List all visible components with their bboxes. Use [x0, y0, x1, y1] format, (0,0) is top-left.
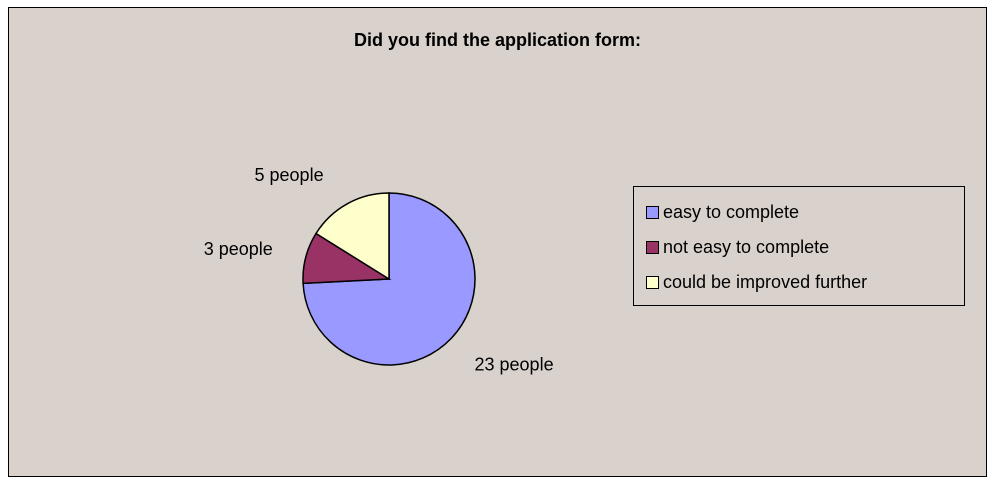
chart-area: Did you find the application form: 23 pe… — [8, 7, 987, 477]
legend-label-could-be-improved-further: could be improved further — [663, 272, 868, 292]
legend: easy to complete not easy to complete co… — [633, 186, 965, 306]
data-label-could-be-improved-further: 5 people — [255, 165, 324, 185]
legend-item-not-easy-to-complete: not easy to complete — [646, 237, 829, 258]
legend-swatch-could-be-improved-further — [646, 276, 659, 289]
pie-slice-could-be-improved-further — [314, 192, 390, 281]
legend-label-easy-to-complete: easy to complete — [663, 202, 800, 222]
legend-item-easy-to-complete: easy to complete — [646, 202, 799, 223]
legend-label-not-easy-to-complete: not easy to complete — [663, 237, 830, 257]
legend-item-could-be-improved-further: could be improved further — [646, 272, 867, 293]
legend-swatch-not-easy-to-complete — [646, 241, 659, 254]
legend-swatch-easy-to-complete — [646, 206, 659, 219]
chart-title: Did you find the application form: — [354, 30, 641, 50]
data-label-easy-to-complete: 23 people — [475, 354, 554, 374]
pie-chart: 23 people 3 people 5 people — [204, 165, 554, 374]
data-label-not-easy-to-complete: 3 people — [204, 239, 273, 259]
